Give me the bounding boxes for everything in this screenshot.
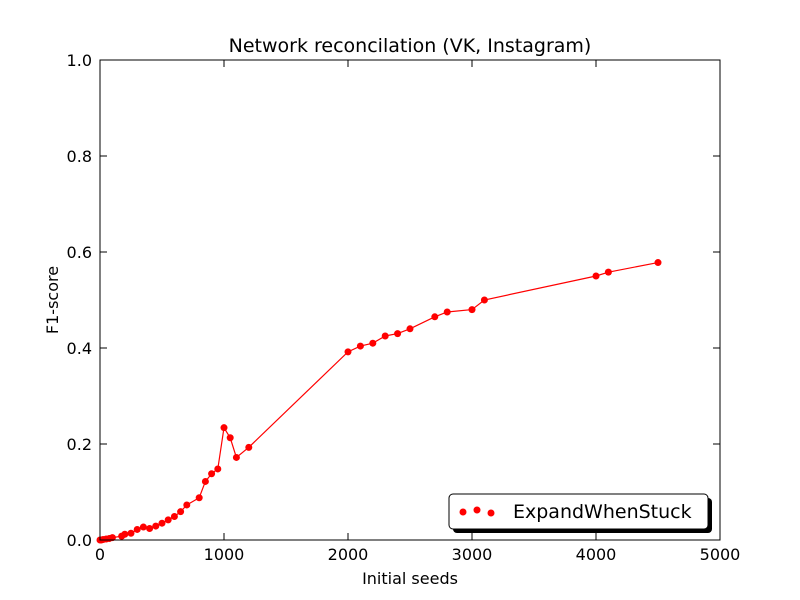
y-tick-label: 0.8: [67, 147, 92, 166]
data-point: [245, 443, 253, 451]
data-point: [226, 434, 234, 442]
data-point: [356, 342, 364, 350]
y-tick-label: 0.4: [67, 339, 92, 358]
data-point: [604, 268, 612, 276]
legend-marker: [473, 506, 481, 514]
data-point: [146, 524, 154, 532]
data-point: [480, 296, 488, 304]
y-tick-label: 0.0: [67, 531, 92, 550]
y-axis-label: F1-score: [43, 266, 62, 334]
x-axis-label: Initial seeds: [362, 569, 458, 588]
data-point: [208, 470, 216, 478]
data-point: [443, 308, 451, 316]
legend-marker: [487, 509, 495, 517]
data-point: [108, 534, 116, 542]
y-tick-label: 0.6: [67, 243, 92, 262]
y-tick-label: 1.0: [67, 51, 92, 70]
data-point: [183, 501, 191, 509]
legend-label: ExpandWhenStuck: [513, 501, 692, 523]
y-tick-label: 0.2: [67, 435, 92, 454]
data-point: [214, 465, 222, 473]
x-tick-label: 4000: [576, 545, 617, 564]
data-point: [133, 525, 141, 533]
data-point: [592, 272, 600, 280]
data-point: [232, 453, 240, 461]
data-point: [121, 530, 129, 538]
axis-ticks: 0 1000 2000 3000 4000 5000 0.0 0.2 0.4 0.6 0.8 1.0: [67, 51, 741, 564]
data-point: [177, 508, 185, 516]
data-point: [170, 512, 178, 520]
chart-title: Network reconcilation (VK, Instagram): [229, 35, 592, 57]
x-tick-label: 2000: [328, 545, 369, 564]
data-point: [344, 348, 352, 356]
data-point: [127, 529, 135, 537]
data-point: [220, 424, 228, 432]
x-tick-label: 5000: [700, 545, 741, 564]
data-point: [381, 332, 389, 340]
data-point: [468, 306, 476, 314]
data-point: [195, 494, 203, 502]
data-point: [406, 325, 414, 333]
data-point: [158, 519, 166, 527]
x-tick-label: 0: [95, 545, 105, 564]
legend: ExpandWhenStuck: [448, 493, 712, 533]
x-tick-label: 1000: [204, 545, 245, 564]
x-tick-label: 3000: [452, 545, 493, 564]
legend-box: [448, 493, 709, 530]
plot-frame: [99, 59, 721, 541]
data-point: [164, 516, 172, 524]
data-point: [369, 339, 377, 347]
data-point: [139, 523, 147, 531]
data-point: [152, 522, 160, 530]
data-point: [431, 313, 439, 321]
data-point: [201, 477, 209, 485]
data-point: [394, 330, 402, 338]
legend-marker: [459, 508, 467, 516]
data-point: [654, 259, 662, 267]
